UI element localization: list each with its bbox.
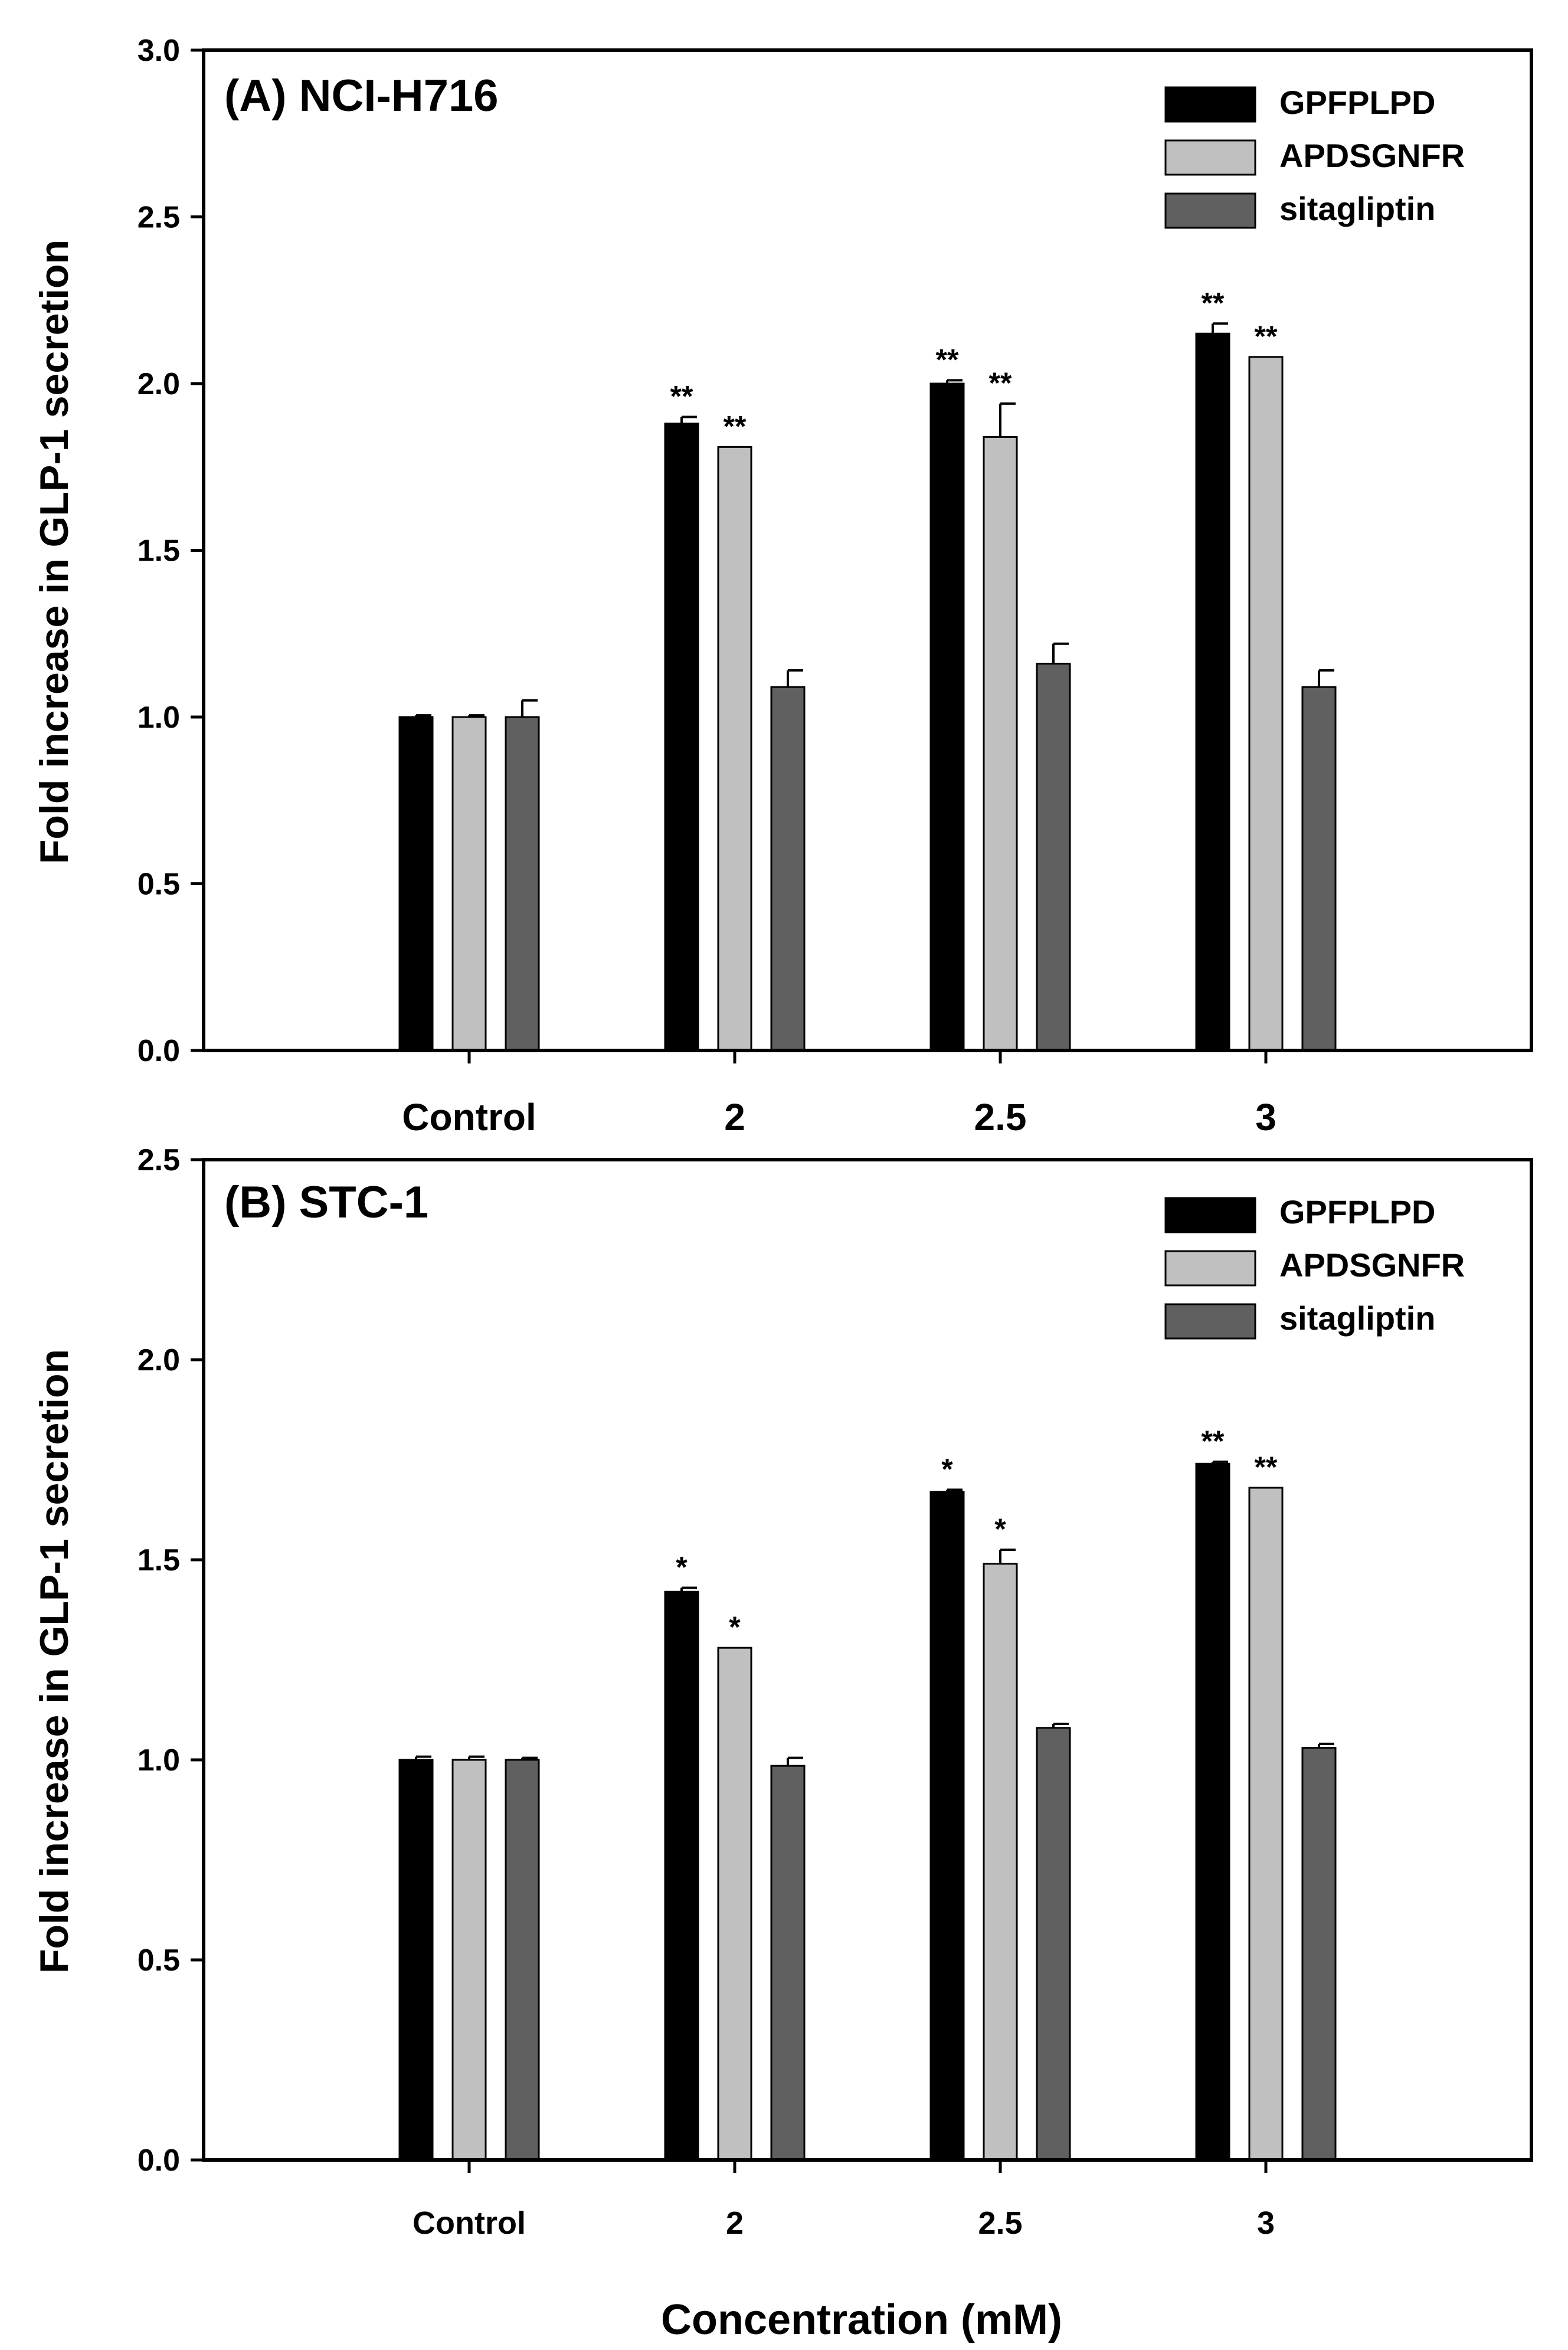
panel-a-legend-swatch-apdsgnfr (1164, 139, 1256, 176)
panel-b-bar-apdsgnfr-3 (1248, 1487, 1284, 2161)
panel-a-y-tick-label: 0.0 (138, 1034, 180, 1068)
panel-b-y-tick-label: 1.5 (138, 1543, 180, 1577)
x-axis-label: Concentration (mM) (661, 2296, 1062, 2344)
panel-b-significance-gpfplpd-3: ** (1202, 1425, 1225, 1458)
panel-b-bar-sitagliptin-control (505, 1759, 540, 2161)
panel-a-bar-gpfplpd-2 (664, 423, 699, 1052)
panel-b-x-tick-label-3: 3 (1257, 2205, 1275, 2241)
panel-b-bar-sitagliptin-3 (1301, 1747, 1337, 2161)
panel-a-x-tick-label-2: 2 (724, 1096, 745, 1138)
panel-b-legend-label-sitagliptin: sitagliptin (1279, 1300, 1435, 1337)
panel-a-bar-gpfplpd-control (398, 716, 434, 1052)
panel-a-y-tick-label: 1.5 (138, 534, 180, 568)
panel-a: (A) NCI-H716 Fold increase in GLP-1 secr… (32, 34, 1533, 1138)
panel-a-legend-swatch-gpfplpd (1164, 86, 1256, 123)
panel-a-legend-label-apdsgnfr: APDSGNFR (1279, 137, 1465, 174)
panel-b-y-axis-label: Fold increase in GLP-1 secretion (32, 1349, 77, 1973)
panel-b-bar-sitagliptin-2.5 (1036, 1727, 1071, 2161)
panel-b-legend-swatch-gpfplpd (1164, 1197, 1256, 1233)
panel-b-x-tick-label-2.5: 2.5 (978, 2205, 1022, 2241)
panel-a-legend-label-sitagliptin: sitagliptin (1279, 190, 1435, 227)
panel-a-significance-gpfplpd-3: ** (1202, 286, 1225, 319)
panel-b-bar-apdsgnfr-2 (717, 1647, 752, 2161)
panel-a-bar-apdsgnfr-2.5 (983, 436, 1018, 1052)
panel-b-plot-frame (202, 1158, 1533, 2162)
panel-a-bar-sitagliptin-2 (770, 686, 806, 1052)
panel-b-bar-gpfplpd-control (398, 1759, 434, 2161)
panel-b-y-tick-label: 2.0 (138, 1343, 180, 1377)
panel-b-legend-swatch-sitagliptin (1164, 1303, 1256, 1340)
panel-b-y-tick-label: 0.5 (138, 1943, 180, 1978)
panel-b-significance-apdsgnfr-2.5: * (994, 1513, 1006, 1546)
panel-b-title: (B) STC-1 (224, 1177, 428, 1228)
panel-a-bar-gpfplpd-3 (1195, 332, 1230, 1052)
panel-a-legend-label-gpfplpd: GPFPLPD (1279, 84, 1435, 121)
panel-a-x-tick-label-control: Control (402, 1096, 536, 1138)
panel-b-significance-gpfplpd-2.5: * (941, 1452, 953, 1485)
panel-a-y-tick-label: 2.5 (138, 201, 180, 235)
panel-b-significance-gpfplpd-2: * (676, 1550, 688, 1583)
panel-a-bar-apdsgnfr-control (451, 716, 487, 1052)
panel-a-marks: ** ** ** ** ** ** 0.0 0.5 1.0 1.5 2.0 2.5 3.0 Control… (138, 34, 1533, 1138)
panel-a-bar-gpfplpd-2.5 (929, 382, 965, 1052)
panel-b-bar-sitagliptin-2 (770, 1765, 806, 2161)
panel-b-bar-gpfplpd-2 (664, 1590, 699, 2161)
panel-a-x-tick-label-3: 3 (1255, 1096, 1276, 1138)
panel-a-significance-apdsgnfr-3: ** (1255, 320, 1278, 353)
panel-b-bar-apdsgnfr-2.5 (983, 1563, 1018, 2161)
panel-b-legend-label-apdsgnfr: APDSGNFR (1279, 1246, 1465, 1284)
panel-a-bar-sitagliptin-3 (1301, 686, 1337, 1052)
panel-b-legend-label-gpfplpd: GPFPLPD (1279, 1193, 1435, 1230)
panel-b-y-tick-label: 1.0 (138, 1743, 180, 1778)
panel-b-y-tick-label: 2.5 (138, 1143, 180, 1177)
panel-a-bar-apdsgnfr-3 (1248, 356, 1284, 1052)
panel-a-bar-sitagliptin-control (505, 716, 540, 1052)
panel-a-significance-gpfplpd-2.5: ** (936, 343, 959, 376)
panel-a-y-tick-label: 1.0 (138, 701, 180, 735)
panel-a-y-tick-label: 3.0 (138, 34, 180, 68)
panel-b-x-tick-label-2: 2 (726, 2205, 744, 2241)
panel-b-x-tick-label-control: Control (413, 2205, 526, 2241)
panel-a-significance-apdsgnfr-2: ** (724, 410, 747, 443)
panel-a-bar-sitagliptin-2.5 (1036, 663, 1071, 1052)
panel-b-bar-gpfplpd-3 (1195, 1462, 1230, 2161)
panel-a-bar-apdsgnfr-2 (717, 446, 752, 1052)
panel-b-significance-apdsgnfr-2: * (729, 1611, 741, 1644)
panel-b-bar-apdsgnfr-control (451, 1759, 487, 2161)
panel-a-y-axis-label: Fold increase in GLP-1 secretion (32, 240, 77, 864)
panel-a-title: (A) NCI-H716 (224, 71, 499, 121)
panel-b-significance-apdsgnfr-3: ** (1255, 1451, 1278, 1484)
panel-b-legend-swatch-apdsgnfr (1164, 1250, 1256, 1287)
panel-a-significance-apdsgnfr-2.5: ** (989, 366, 1012, 400)
panel-a-significance-gpfplpd-2: ** (670, 380, 693, 413)
panel-a-y-tick-label: 0.5 (138, 868, 180, 902)
panel-b-bar-gpfplpd-2.5 (929, 1491, 965, 2161)
panel-b: (B) STC-1 Fold increase in GLP-1 secreti… (32, 1143, 1533, 2241)
panel-a-y-tick-label: 2.0 (138, 367, 180, 401)
panel-a-x-tick-label-2.5: 2.5 (974, 1096, 1027, 1138)
panel-b-y-tick-label: 0.0 (138, 2143, 180, 2178)
panel-a-legend-swatch-sitagliptin (1164, 192, 1256, 229)
